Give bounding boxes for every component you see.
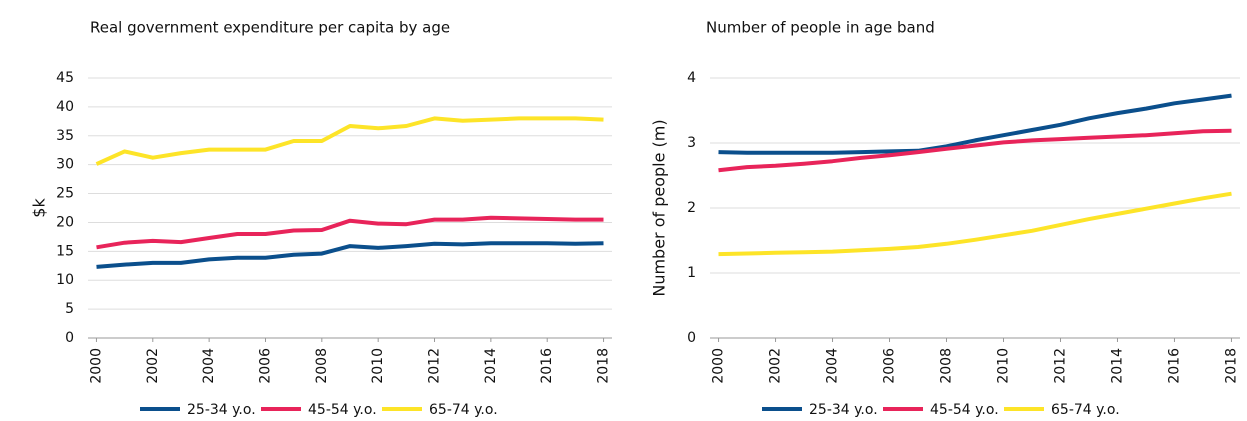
y-axis-label: Number of people (m) [650, 119, 669, 296]
legend-label: 65-74 y.o. [1051, 402, 1120, 418]
x-tick-label: 2010 [370, 348, 386, 384]
x-tick-label: 2018 [596, 348, 612, 384]
legend-label: 45-54 y.o. [930, 402, 999, 418]
y-tick-label: 0 [65, 330, 74, 346]
series-line [718, 128, 1232, 173]
x-tick-label: 2006 [882, 348, 898, 384]
y-tick-label: 45 [56, 70, 74, 86]
y-tick-label: 0 [687, 330, 696, 346]
y-axis-label: $k [30, 198, 49, 218]
x-tick-label: 2012 [427, 348, 443, 384]
legend-label: 45-54 y.o. [308, 402, 377, 418]
y-tick-label: 4 [687, 70, 696, 86]
y-tick-label: 3 [687, 135, 696, 151]
legend-label: 25-34 y.o. [187, 402, 256, 418]
y-tick-label: 20 [56, 214, 74, 230]
x-tick-label: 2006 [257, 348, 273, 384]
x-tick-label: 2010 [995, 348, 1011, 384]
series-line [96, 241, 604, 269]
x-tick-label: 2008 [939, 348, 955, 384]
y-tick-label: 10 [56, 272, 74, 288]
x-tick-label: 2000 [711, 348, 727, 384]
x-tick-label: 2002 [145, 348, 161, 384]
series-line [718, 93, 1232, 155]
x-tick-label: 2000 [88, 348, 104, 384]
y-tick-label: 25 [56, 186, 74, 202]
series-line [95, 116, 604, 166]
legend-label: 25-34 y.o. [809, 402, 878, 418]
chart-title: Real government expenditure per capita b… [90, 19, 450, 37]
x-tick-label: 2004 [825, 348, 841, 384]
x-tick-label: 2016 [539, 348, 555, 384]
x-tick-label: 2008 [314, 348, 330, 384]
x-tick-label: 2014 [1109, 348, 1125, 384]
y-tick-label: 35 [56, 128, 74, 144]
legend-label: 65-74 y.o. [429, 402, 498, 418]
x-tick-label: 2004 [201, 348, 217, 384]
series-line [718, 191, 1232, 257]
x-tick-label: 2012 [1052, 348, 1068, 384]
series-line [96, 215, 604, 250]
y-tick-label: 1 [687, 265, 696, 281]
x-tick-label: 2018 [1223, 348, 1239, 384]
y-tick-label: 2 [687, 200, 696, 216]
x-tick-label: 2016 [1166, 348, 1182, 384]
y-tick-label: 40 [56, 99, 74, 115]
y-tick-label: 30 [56, 157, 74, 173]
y-tick-label: 15 [56, 243, 74, 259]
x-tick-label: 2014 [483, 348, 499, 384]
x-tick-label: 2002 [768, 348, 784, 384]
chart-title: Number of people in age band [706, 19, 935, 37]
y-tick-label: 5 [65, 301, 74, 317]
